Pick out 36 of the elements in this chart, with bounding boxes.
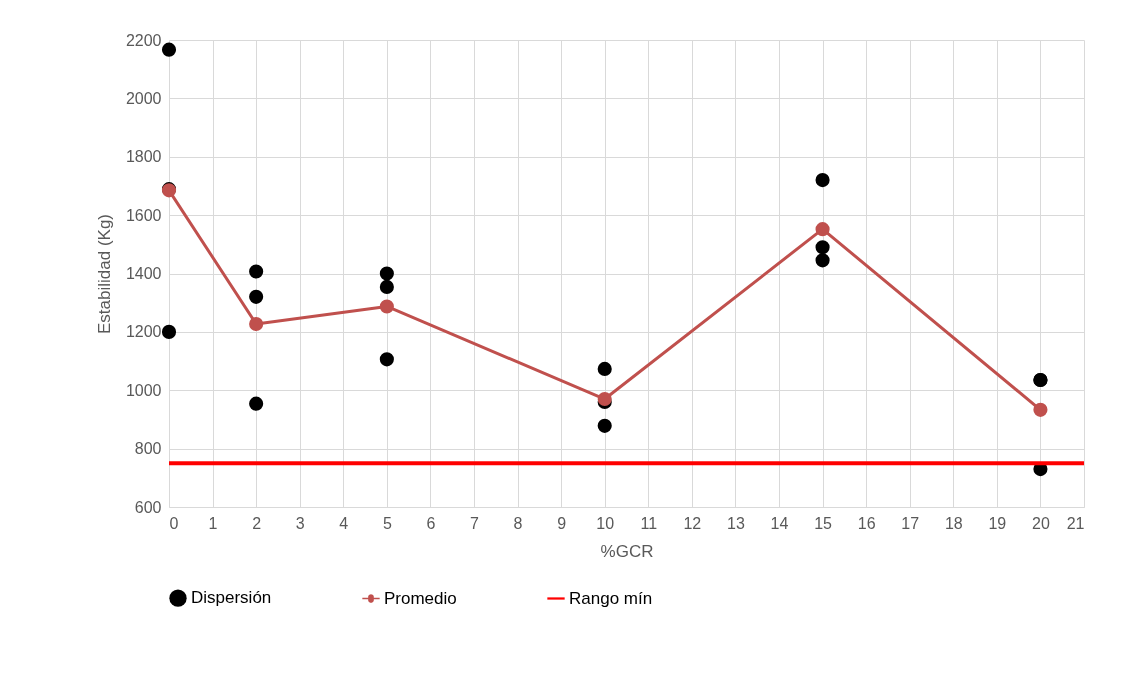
x-tick-label: 10 [596,514,615,532]
y-tick-label: 1400 [125,265,162,282]
y-tick-label: 1600 [125,206,162,224]
legend-label: Promedio [384,588,457,608]
x-tick-label: 16 [857,514,876,532]
x-tick-label: 15 [814,514,833,532]
y-tick-label: 2000 [125,89,162,107]
x-tick-label: 0 [169,514,179,532]
x-tick-label: 17 [901,514,920,532]
y-tick-label: 600 [134,498,162,516]
legend-label: Dispersión [191,588,272,608]
y-tick-label: 800 [134,440,162,458]
x-tick-label: 14 [770,514,789,532]
y-tick-label: 1000 [125,381,162,399]
y-tick-label: 1800 [125,148,162,166]
x-tick-label: 8 [513,514,523,532]
y-tick-label: 2200 [125,31,162,49]
x-tick-label: 9 [557,514,567,532]
x-tick-label: 4 [339,514,349,532]
x-tick-label: 20 [1032,514,1050,532]
x-tick-label: 21 [1066,514,1085,532]
x-tick-label: 19 [988,514,1007,532]
x-tick-label: 1 [208,514,218,532]
x-tick-label: 13 [727,514,745,532]
x-tick-label: 2 [252,514,262,532]
x-tick-label: 12 [683,514,702,532]
x-tick-label: 18 [944,514,963,532]
x-tick-label: 3 [295,514,305,532]
y-tick-label: 1200 [125,323,162,341]
x-tick-label: 6 [426,514,436,532]
x-tick-label: 11 [640,514,658,532]
legend-label: Rango mín [569,588,653,608]
x-tick-label: 7 [470,514,480,532]
x-tick-label: 5 [382,514,392,532]
y-axis-title: Estabilidad (Kg) [94,213,114,335]
x-axis-title: %GCR [600,541,654,561]
